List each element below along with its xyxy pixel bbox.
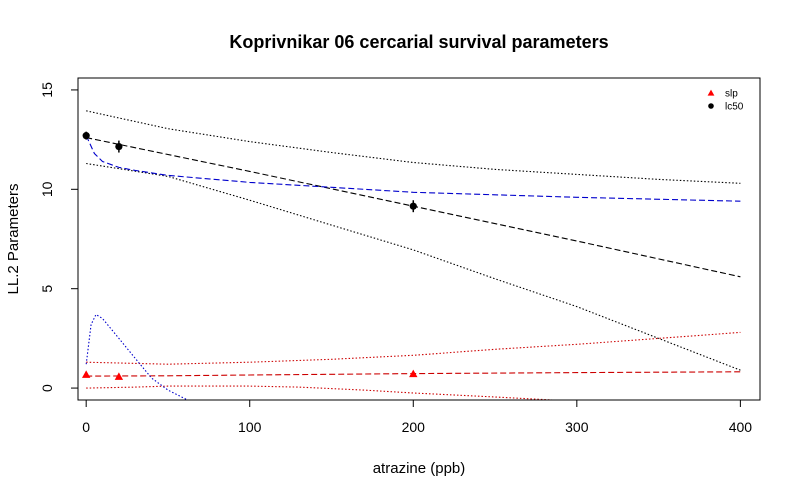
x-tick-label: 0 (82, 419, 90, 435)
plot-frame (77, 77, 761, 401)
point-lc50-2 (409, 202, 417, 210)
y-tick-label: 5 (39, 285, 55, 293)
legend-marker-slp (707, 89, 715, 96)
point-slp-0 (81, 370, 91, 378)
plot-lines (85, 110, 741, 400)
x-tick-label: 200 (402, 419, 426, 435)
point-lc50-1 (115, 142, 123, 151)
y-tick-label: 0 (39, 384, 55, 392)
legend: slp lc50 (707, 89, 744, 113)
series-line-6 (86, 385, 553, 400)
point-slp-1 (114, 372, 124, 380)
plot-points (81, 131, 418, 380)
legend-label-lc50: lc50 (725, 102, 744, 113)
series-line-1 (86, 110, 741, 184)
point-lc50-0 (82, 132, 90, 140)
y-axis-label: LL.2 Parameters (5, 184, 22, 295)
y-tick-label: 15 (39, 82, 55, 98)
x-axis-label: atrazine (ppb) (373, 460, 466, 477)
y-axis: 0 5 10 15 (39, 82, 79, 392)
legend-marker-lc50 (708, 103, 714, 109)
x-axis: 0 100 200 300 400 (82, 399, 753, 435)
series-line-7 (85, 313, 188, 400)
x-tick-label: 300 (565, 419, 589, 435)
series-line-3 (85, 135, 741, 202)
legend-label-slp: slp (725, 89, 738, 100)
x-tick-label: 100 (238, 419, 262, 435)
series-line-4 (86, 371, 741, 377)
series-line-5 (86, 331, 741, 365)
x-tick-label: 400 (729, 419, 753, 435)
y-tick-label: 10 (39, 181, 55, 197)
point-slp-2 (409, 369, 418, 378)
chart-title: Koprivnikar 06 cercarial survival parame… (229, 32, 608, 52)
